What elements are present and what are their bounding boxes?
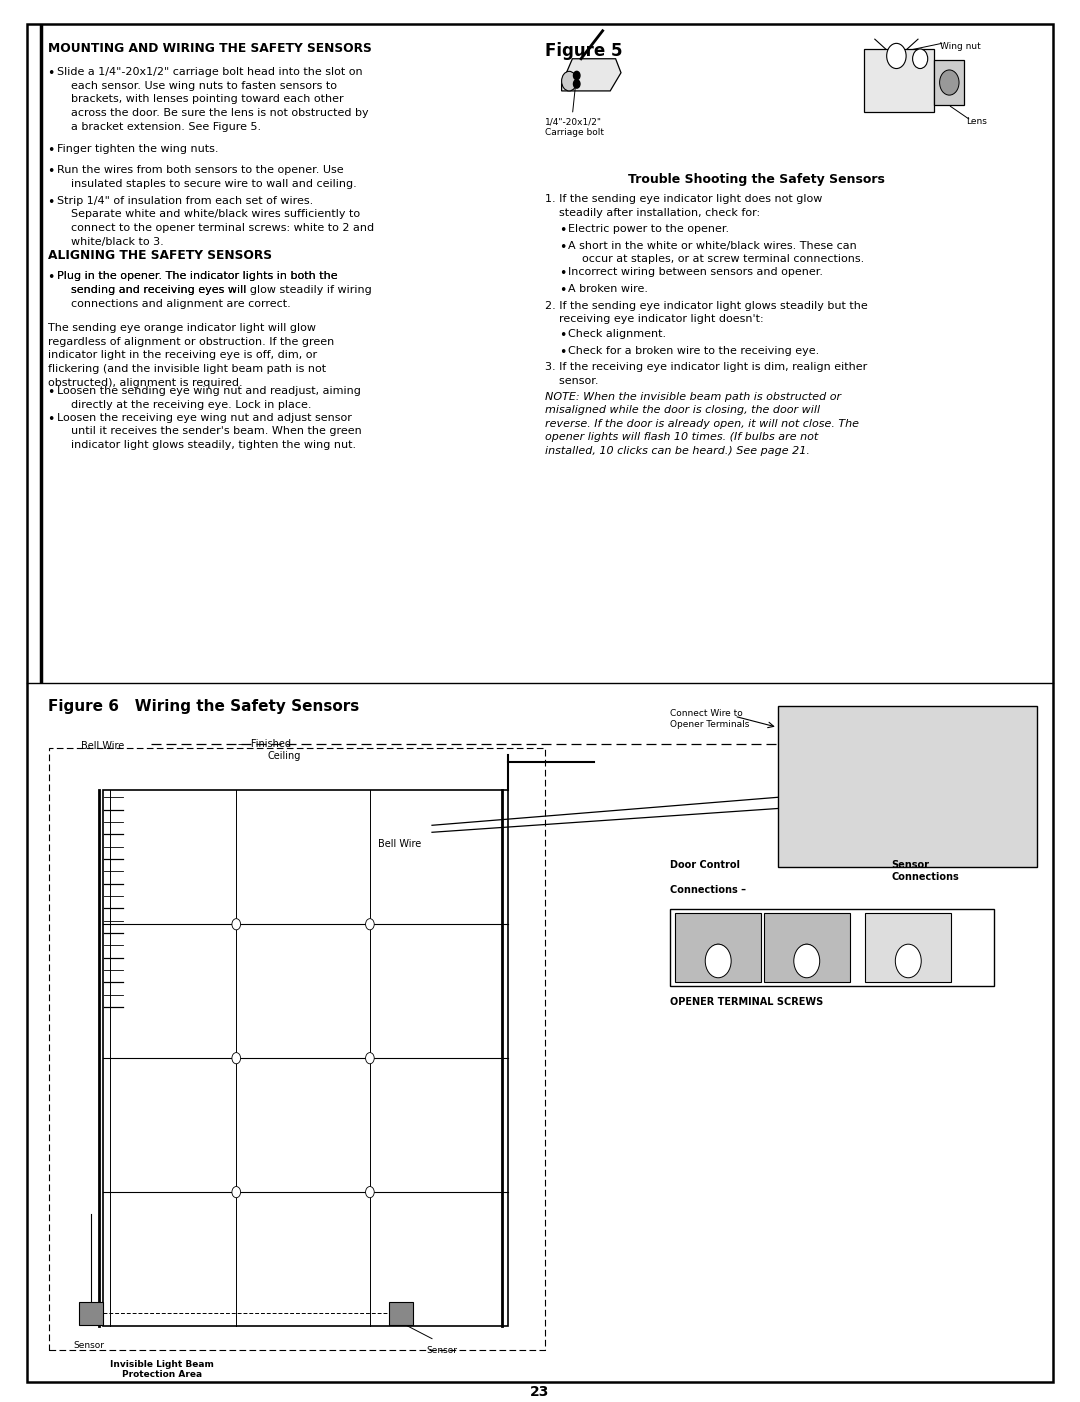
Text: NOTE: When the invisible beam path is obstructed or
misaligned while the door is: NOTE: When the invisible beam path is ob… — [545, 391, 860, 456]
Text: •: • — [48, 165, 55, 178]
Text: Door Control: Door Control — [670, 861, 740, 871]
Circle shape — [232, 918, 241, 930]
Text: •: • — [48, 412, 55, 426]
Text: Plug in the opener. The indicator lights in both the
    sending and receiving e: Plug in the opener. The indicator lights… — [57, 272, 372, 308]
Text: Lens: Lens — [967, 118, 987, 126]
Text: Invisible Light Beam
Protection Area: Invisible Light Beam Protection Area — [110, 1360, 214, 1380]
Circle shape — [794, 944, 820, 977]
Text: Run the wires from both sensors to the opener. Use
    insulated staples to secu: Run the wires from both sensors to the o… — [57, 165, 357, 189]
Text: 2. If the sending eye indicator light glows steadily but the
    receiving eye i: 2. If the sending eye indicator light gl… — [545, 301, 868, 324]
Text: MOUNTING AND WIRING THE SAFETY SENSORS: MOUNTING AND WIRING THE SAFETY SENSORS — [48, 42, 372, 55]
Text: Loosen the receiving eye wing nut and adjust sensor
    until it receives the se: Loosen the receiving eye wing nut and ad… — [57, 412, 362, 450]
Polygon shape — [562, 59, 621, 91]
Text: The sending eye orange indicator light will glow
regardless of alignment or obst: The sending eye orange indicator light w… — [48, 322, 334, 387]
Text: Connections –: Connections – — [670, 886, 745, 896]
Text: Slide a 1/4"-20x1/2" carriage bolt head into the slot on
    each sensor. Use wi: Slide a 1/4"-20x1/2" carriage bolt head … — [57, 67, 369, 132]
Text: Trouble Shooting the Safety Sensors: Trouble Shooting the Safety Sensors — [627, 174, 885, 186]
Text: Figure 6   Wiring the Safety Sensors: Figure 6 Wiring the Safety Sensors — [48, 700, 359, 715]
Text: A broken wire.: A broken wire. — [568, 285, 648, 294]
Text: 1/4"-20x1/2"
Carriage bolt: 1/4"-20x1/2" Carriage bolt — [545, 118, 605, 137]
Text: A short in the white or white/black wires. These can
    occur at staples, or at: A short in the white or white/black wire… — [568, 241, 864, 264]
Text: Strip 1/4" of insulation from each set of wires.
    Separate white and white/bl: Strip 1/4" of insulation from each set o… — [57, 196, 375, 247]
Text: Plug in the opener. The indicator lights in both the
    sending and receiving e: Plug in the opener. The indicator lights… — [57, 272, 338, 294]
Text: •: • — [559, 285, 567, 297]
Text: •: • — [559, 268, 567, 280]
Text: •: • — [559, 345, 567, 359]
Circle shape — [573, 72, 580, 80]
Bar — [389, 1302, 413, 1325]
Text: — Finished: — Finished — [238, 739, 291, 749]
Text: Wing nut: Wing nut — [940, 42, 981, 50]
Text: Figure 5: Figure 5 — [545, 42, 623, 60]
Text: OPENER TERMINAL SCREWS: OPENER TERMINAL SCREWS — [670, 997, 823, 1008]
Circle shape — [365, 1186, 375, 1197]
Text: Sensor: Sensor — [427, 1346, 458, 1354]
Bar — [764, 914, 850, 981]
Text: •: • — [48, 67, 55, 80]
Circle shape — [365, 1053, 375, 1064]
Circle shape — [887, 43, 906, 69]
Text: Check for a broken wire to the receiving eye.: Check for a broken wire to the receiving… — [568, 345, 820, 356]
Bar — [79, 1302, 103, 1325]
Circle shape — [573, 80, 580, 88]
Bar — [49, 749, 545, 1350]
Bar — [865, 914, 951, 981]
Circle shape — [705, 944, 731, 977]
Text: Connect Wire to
Opener Terminals: Connect Wire to Opener Terminals — [670, 709, 748, 729]
Text: ALIGNING THE SAFETY SENSORS: ALIGNING THE SAFETY SENSORS — [48, 250, 271, 262]
Text: Finger tighten the wing nuts.: Finger tighten the wing nuts. — [57, 144, 219, 154]
Circle shape — [895, 944, 921, 977]
Circle shape — [796, 944, 818, 972]
Text: •: • — [48, 144, 55, 157]
Bar — [934, 60, 964, 105]
Text: 1. If the sending eye indicator light does not glow
    steadily after installat: 1. If the sending eye indicator light do… — [545, 195, 823, 219]
Text: 1.: 1. — [686, 923, 697, 934]
Circle shape — [232, 1186, 241, 1197]
Text: Incorrect wiring between sensors and opener.: Incorrect wiring between sensors and ope… — [568, 268, 823, 278]
Text: (dotted line): (dotted line) — [670, 911, 739, 921]
Text: Sensor
Connections: Sensor Connections — [891, 861, 959, 882]
Circle shape — [707, 944, 729, 972]
Text: •: • — [559, 224, 567, 237]
Circle shape — [562, 72, 577, 91]
Text: Sensor: Sensor — [73, 1342, 105, 1350]
Text: Bell Wire: Bell Wire — [81, 742, 124, 751]
Text: •: • — [559, 241, 567, 254]
Text: 3. If the receiving eye indicator light is dim, realign either
    sensor.: 3. If the receiving eye indicator light … — [545, 362, 867, 386]
Bar — [103, 791, 508, 1326]
Text: Bell Wire: Bell Wire — [378, 840, 421, 850]
Text: Check alignment.: Check alignment. — [568, 328, 666, 339]
Circle shape — [365, 918, 375, 930]
Bar — [670, 910, 994, 986]
Text: •: • — [559, 328, 567, 342]
Text: •: • — [48, 272, 55, 285]
Text: Ceiling: Ceiling — [268, 751, 301, 761]
Bar — [778, 707, 1037, 868]
Bar — [864, 49, 934, 112]
Text: 23: 23 — [530, 1385, 550, 1399]
Circle shape — [232, 1053, 241, 1064]
Text: •: • — [48, 196, 55, 209]
Circle shape — [913, 49, 928, 69]
Text: •: • — [48, 386, 55, 400]
Text: Loosen the sending eye wing nut and readjust, aiming
    directly at the receivi: Loosen the sending eye wing nut and read… — [57, 386, 361, 409]
Bar — [675, 914, 761, 981]
Circle shape — [940, 70, 959, 95]
Text: Electric power to the opener.: Electric power to the opener. — [568, 224, 729, 234]
Text: 2.: 2. — [774, 923, 785, 934]
